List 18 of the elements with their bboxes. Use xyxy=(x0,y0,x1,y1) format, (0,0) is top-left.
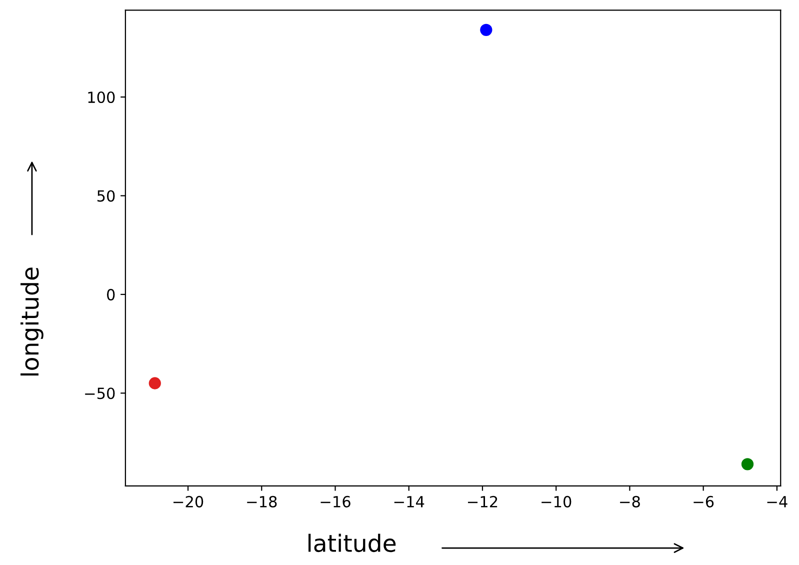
y-tick-label: 0 xyxy=(107,288,115,300)
x-tick-label: −6 xyxy=(694,496,714,508)
point xyxy=(480,24,492,36)
x-tick-label: −12 xyxy=(468,496,498,508)
y-tick-label: −50 xyxy=(85,388,115,400)
x-tick-label: −16 xyxy=(320,496,350,508)
y-tick-label: 50 xyxy=(97,190,115,202)
point xyxy=(741,458,754,470)
x-tick-label: −10 xyxy=(542,496,572,508)
x-tick-label: −8 xyxy=(620,496,640,508)
x-axis-title: latitude xyxy=(308,534,396,552)
x-tick-label: −18 xyxy=(247,496,277,508)
x-tick-label: −14 xyxy=(394,496,424,508)
point xyxy=(148,377,161,390)
y-tick-label: 100 xyxy=(88,91,115,104)
x-tick-label: −4 xyxy=(767,496,788,508)
x-tick-label: −20 xyxy=(174,496,204,508)
y-axis-title: longitude xyxy=(20,268,44,376)
